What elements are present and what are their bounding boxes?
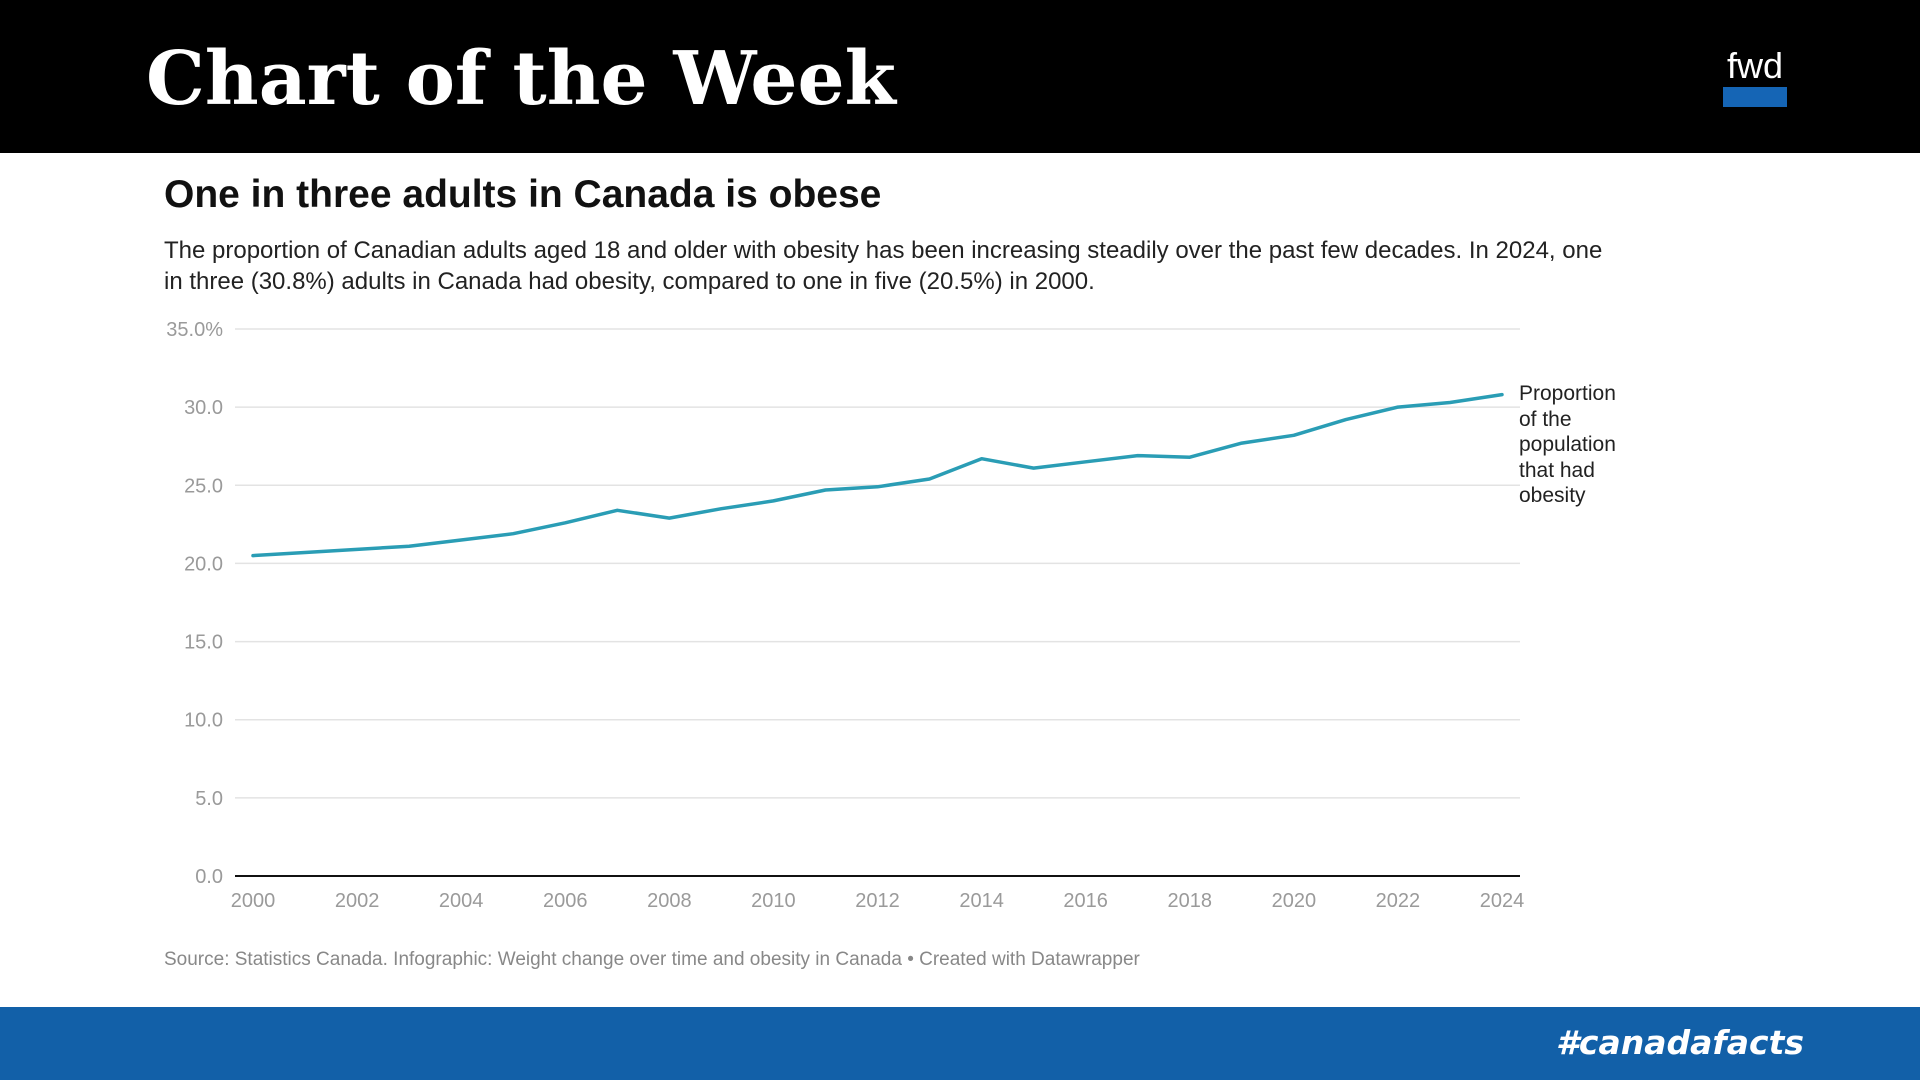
y-tick-label: 20.0	[184, 553, 223, 575]
series-label-line: that had	[1519, 458, 1595, 482]
source-note: Source: Statistics Canada. Infographic: …	[164, 949, 1140, 970]
chart-title: One in three adults in Canada is obese	[164, 173, 882, 216]
y-tick-label: 10.0	[184, 710, 223, 732]
hashtag: #canadafacts	[1555, 1023, 1804, 1062]
y-tick-label: 35.0%	[166, 319, 223, 341]
series-label-line: of the	[1519, 407, 1572, 431]
x-tick-label: 2008	[647, 890, 692, 912]
logo-accent-bar	[1723, 87, 1787, 107]
x-tick-label: 2010	[751, 890, 796, 912]
x-tick-label: 2024	[1480, 890, 1525, 912]
x-tick-label: 2014	[959, 890, 1004, 912]
x-tick-label: 2018	[1168, 890, 1213, 912]
line-chart: 0.0 5.0 10.0 15.0 20.0 25.0 30.0 35.0% 2000 2002 2…	[166, 319, 1525, 912]
x-tick-label: 2006	[543, 890, 588, 912]
x-tick-label: 2012	[855, 890, 900, 912]
series-line	[251, 392, 1504, 558]
series-label-line: Proportion	[1519, 382, 1616, 405]
y-tick-label: 0.0	[195, 866, 223, 888]
x-tick-label: 2022	[1376, 890, 1421, 912]
x-tick-label: 2000	[231, 890, 276, 912]
footer-banner: #canadafacts	[0, 1007, 1920, 1080]
logo-text: fwd	[1726, 45, 1784, 86]
series-label-line: obesity	[1519, 484, 1586, 507]
series-label: Proportion of the population that had obesit…	[1519, 381, 1659, 509]
y-tick-label: 25.0	[184, 475, 223, 497]
series-label-line: population	[1519, 433, 1616, 456]
x-tick-label: 2020	[1272, 890, 1317, 912]
y-tick-label: 5.0	[195, 788, 223, 810]
fwd-logo: fwd	[1722, 46, 1788, 108]
x-tick-label: 2002	[335, 890, 380, 912]
x-tick-label: 2016	[1063, 890, 1108, 912]
banner-title: Chart of the Week	[146, 36, 896, 122]
y-tick-label: 15.0	[184, 632, 223, 654]
header-banner: Chart of the Week fwd	[0, 0, 1920, 153]
chart-subtitle: The proportion of Canadian adults aged 1…	[164, 237, 1603, 295]
y-tick-label: 30.0	[184, 397, 223, 419]
x-tick-label: 2004	[439, 890, 484, 912]
